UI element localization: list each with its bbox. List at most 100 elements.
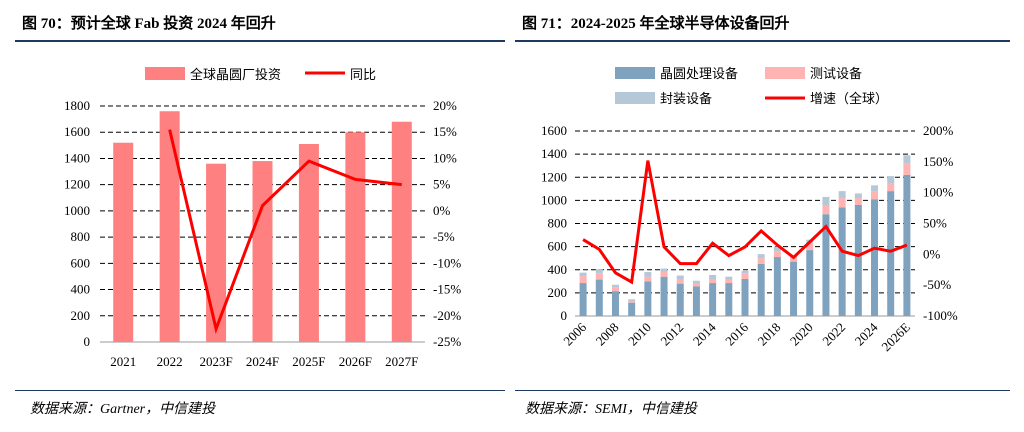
y2-tick-label: -15% [433,282,461,297]
legend-label: 增速（全球） [810,91,888,106]
bar-segment [676,283,684,316]
legend-swatch [615,67,655,79]
bar-segment [611,284,619,288]
y-tick-label: 0 [561,308,568,323]
chart2-source: 数据来源：SEMI，中信建投 [525,402,697,417]
legend-swatch-bar [145,67,185,80]
y-tick-label: 600 [71,255,91,270]
bar-segment [709,283,717,316]
x-tick-label: 2012 [657,320,686,349]
growth-line [168,129,402,335]
bar-segment [595,279,603,316]
bar-segment [887,183,895,192]
y2-tick-label: 50% [923,216,947,231]
y2-tick-label: 150% [923,154,954,169]
bar-segment [887,191,895,316]
bar [345,132,366,342]
bar-segment [676,279,684,284]
x-tick-label: 2026E [878,319,913,354]
bar-segment [871,185,879,192]
x-tick-label: 2010 [625,320,654,349]
bar [391,121,412,342]
y-tick-label: 1000 [541,192,567,207]
x-tick-label: 2026F [339,354,372,369]
bar-segment [628,299,636,301]
y-tick-label: 1000 [64,203,90,218]
bar-segment [790,258,798,262]
y2-tick-label: 0% [923,246,941,261]
y-tick-label: 0 [84,334,91,349]
bar [159,111,180,342]
y-tick-label: 1400 [541,146,567,161]
legend-label: 全球晶圆厂投资 [190,67,281,82]
y2-tick-label: 0% [433,203,451,218]
bar-segment [579,283,587,316]
x-tick-label: 2018 [755,320,784,349]
bar-segment [741,270,749,274]
bar-segment [838,207,846,316]
growth-line [582,160,908,285]
bar-segment [871,199,879,316]
y2-tick-label: 15% [433,124,457,139]
y-tick-label: 1400 [64,150,90,165]
bar-segment [660,276,668,316]
bar-segment [903,155,911,164]
bar-segment [579,276,587,284]
bar-segment [595,273,603,280]
bar-segment [854,198,862,205]
bar-segment [838,191,846,199]
bar-segment [854,205,862,316]
y-tick-label: 400 [71,282,91,297]
bar-segment [628,302,636,316]
x-tick-label: 2023F [199,354,232,369]
bar-segment [854,193,862,199]
bar-segment [757,258,765,264]
bar-segment [741,273,749,279]
bar-segment [887,176,895,184]
x-tick-label: 2027F [385,354,418,369]
bar-segment [628,300,636,303]
bar-segment [725,276,733,279]
bar-segment [676,275,684,280]
bar-segment [773,251,781,258]
bar-segment [644,276,652,282]
y-tick-label: 800 [548,216,568,231]
bar-segment [692,286,700,316]
bar-segment [660,268,668,272]
y2-tick-label: 20% [433,98,457,113]
chart1-title: 图 70：预计全球 Fab 投资 2024 年回升 [22,16,276,32]
legend-swatch [615,92,655,104]
x-tick-label: 2025F [292,354,325,369]
bar-segment [741,279,749,316]
bar [206,163,227,342]
bar-segment [757,254,765,259]
x-tick-label: 2020 [787,320,816,349]
bar-segment [903,163,911,175]
y2-tick-label: -5% [433,229,455,244]
bar [113,142,134,342]
chart1-source: 数据来源：Gartner，中信建投 [30,402,216,417]
bar-segment [660,271,668,277]
x-tick-label: 2014 [690,319,719,348]
x-tick-label: 2008 [593,320,622,349]
bar-segment [692,283,700,287]
y2-tick-label: -100% [923,308,958,323]
y-tick-label: 600 [548,239,568,254]
bar-segment [773,257,781,316]
divider [515,40,1010,42]
x-tick-label: 2006 [560,319,589,348]
y2-tick-label: -10% [433,255,461,270]
y2-tick-label: -50% [923,277,951,292]
y2-tick-label: 200% [923,123,954,138]
legend-label: 测试设备 [810,66,862,81]
bar-segment [806,243,814,251]
y-tick-label: 1600 [64,124,90,139]
x-tick-label: 2022 [157,354,183,369]
bar-segment [644,281,652,316]
bar-segment [757,263,765,316]
bar-segment [822,214,830,316]
y2-tick-label: 10% [433,150,457,165]
bar-segment [692,280,700,284]
y-tick-label: 1200 [64,177,90,192]
